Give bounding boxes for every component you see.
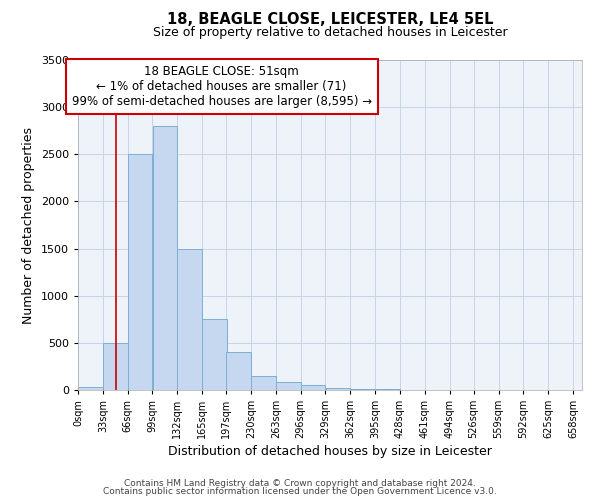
Bar	[152, 126, 177, 390]
Bar	[128, 154, 152, 390]
Bar	[326, 388, 350, 390]
Text: Contains public sector information licensed under the Open Government Licence v3: Contains public sector information licen…	[103, 487, 497, 496]
Bar	[202, 320, 227, 390]
Bar	[375, 389, 400, 390]
Bar	[276, 382, 301, 390]
X-axis label: Distribution of detached houses by size in Leicester: Distribution of detached houses by size …	[168, 446, 492, 458]
Y-axis label: Number of detached properties: Number of detached properties	[22, 126, 35, 324]
Text: Size of property relative to detached houses in Leicester: Size of property relative to detached ho…	[152, 26, 508, 39]
Bar	[251, 376, 276, 390]
Text: 18, BEAGLE CLOSE, LEICESTER, LE4 5EL: 18, BEAGLE CLOSE, LEICESTER, LE4 5EL	[167, 12, 493, 28]
Bar	[226, 352, 251, 390]
Bar	[78, 387, 103, 390]
Bar	[350, 388, 375, 390]
Text: Contains HM Land Registry data © Crown copyright and database right 2024.: Contains HM Land Registry data © Crown c…	[124, 478, 476, 488]
Bar	[103, 343, 128, 390]
Bar	[178, 248, 202, 390]
Bar	[301, 386, 325, 390]
Text: 18 BEAGLE CLOSE: 51sqm
← 1% of detached houses are smaller (71)
99% of semi-deta: 18 BEAGLE CLOSE: 51sqm ← 1% of detached …	[71, 65, 372, 108]
